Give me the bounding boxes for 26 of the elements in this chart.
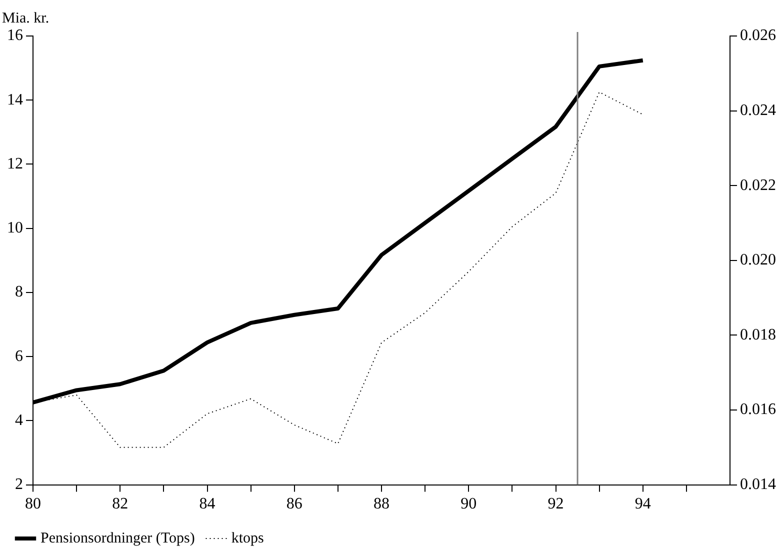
legend-label: Pensionsordninger (Tops)	[40, 530, 195, 546]
y-tick-label: 14	[7, 91, 23, 108]
y-tick-label: 16	[7, 27, 23, 44]
y2-tick-label: 0.020	[740, 252, 776, 269]
legend-label: ktops	[231, 530, 264, 546]
y-axis-title: Mia. kr.	[2, 10, 50, 26]
x-tick-label: 90	[460, 496, 477, 513]
x-tick-label: 86	[286, 496, 302, 513]
y2-tick-label: 0.026	[740, 27, 776, 44]
y2-tick-label: 0.016	[740, 401, 776, 418]
x-tick-label: 80	[25, 496, 41, 513]
y2-tick-label: 0.022	[740, 176, 776, 194]
x-tick-label: 88	[374, 496, 390, 513]
y-tick-label: 4	[15, 412, 23, 429]
y2-tick-label: 0.018	[740, 326, 776, 344]
y-tick-label: 12	[7, 155, 23, 172]
y-tick-label: 2	[15, 476, 23, 494]
x-tick-label: 92	[548, 496, 564, 513]
x-tick-label: 82	[112, 496, 128, 513]
x-tick-label: 94	[634, 496, 651, 513]
y2-tick-label: 0.024	[740, 102, 776, 120]
y-tick-label: 6	[15, 348, 23, 365]
y-tick-label: 8	[15, 284, 23, 301]
y-tick-label: 10	[7, 220, 23, 237]
x-tick-label: 84	[199, 496, 216, 513]
y2-tick-label: 0.014	[740, 476, 776, 494]
